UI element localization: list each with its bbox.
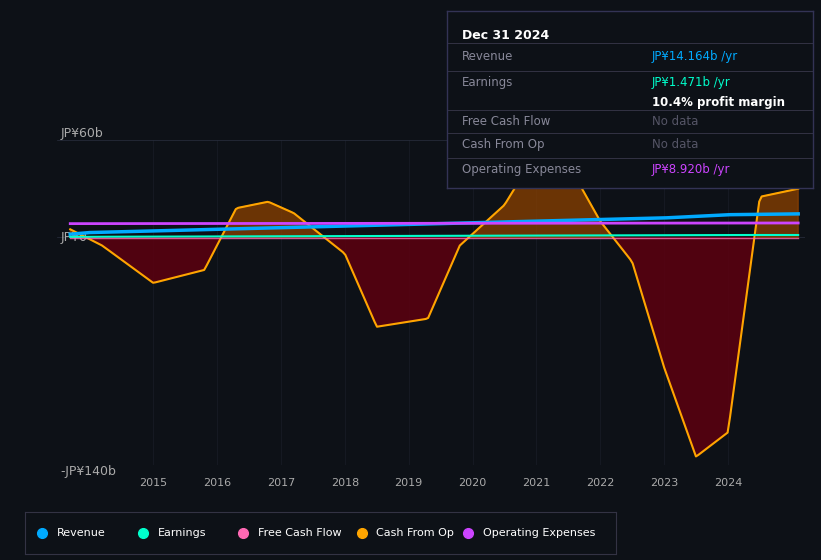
Text: Earnings: Earnings (462, 77, 513, 90)
Text: Operating Expenses: Operating Expenses (462, 163, 581, 176)
Text: Earnings: Earnings (158, 529, 206, 538)
Text: 2019: 2019 (395, 478, 423, 488)
Text: No data: No data (652, 115, 699, 128)
Text: JP¥14.164b /yr: JP¥14.164b /yr (652, 50, 738, 63)
Text: Operating Expenses: Operating Expenses (483, 529, 595, 538)
Text: Cash From Op: Cash From Op (462, 138, 544, 151)
Text: Dec 31 2024: Dec 31 2024 (462, 29, 549, 42)
Text: JP¥0: JP¥0 (61, 231, 88, 244)
Text: Free Cash Flow: Free Cash Flow (258, 529, 342, 538)
Text: Free Cash Flow: Free Cash Flow (462, 115, 550, 128)
Text: Cash From Op: Cash From Op (376, 529, 454, 538)
Text: 2021: 2021 (522, 478, 551, 488)
Text: 2015: 2015 (140, 478, 167, 488)
Text: 2024: 2024 (713, 478, 742, 488)
Text: 2017: 2017 (267, 478, 295, 488)
Text: 2022: 2022 (586, 478, 614, 488)
Text: 2016: 2016 (203, 478, 232, 488)
Text: Revenue: Revenue (57, 529, 106, 538)
Text: No data: No data (652, 138, 699, 151)
Text: 2020: 2020 (458, 478, 487, 488)
Text: JP¥60b: JP¥60b (61, 127, 103, 140)
Text: JP¥1.471b /yr: JP¥1.471b /yr (652, 77, 731, 90)
Text: -JP¥140b: -JP¥140b (61, 465, 117, 478)
Text: 10.4% profit margin: 10.4% profit margin (652, 96, 785, 109)
Text: Revenue: Revenue (462, 50, 513, 63)
Text: 2018: 2018 (331, 478, 359, 488)
Text: JP¥8.920b /yr: JP¥8.920b /yr (652, 163, 731, 176)
Text: 2023: 2023 (650, 478, 678, 488)
